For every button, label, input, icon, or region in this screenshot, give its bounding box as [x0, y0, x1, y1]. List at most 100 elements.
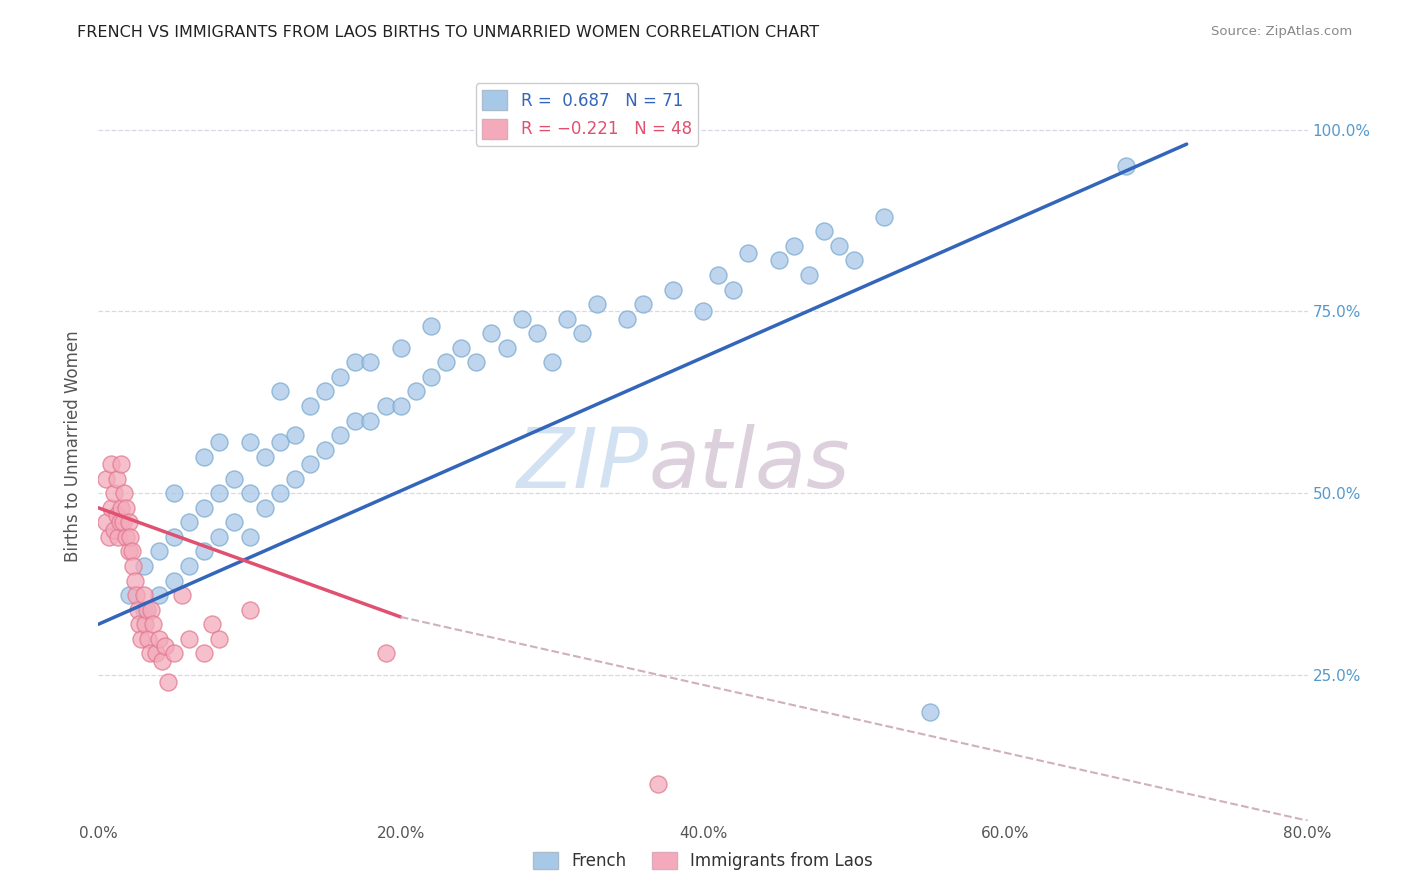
Point: [239, 486, 262, 500]
Point: [179, 559, 201, 574]
Point: [122, 559, 145, 574]
Point: [510, 311, 533, 326]
Point: [134, 617, 156, 632]
Point: [148, 544, 170, 558]
Point: [737, 246, 759, 260]
Point: [156, 675, 179, 690]
Point: [707, 268, 730, 282]
Point: [193, 646, 215, 660]
Point: [118, 516, 141, 530]
Point: [239, 435, 262, 450]
Point: [374, 399, 396, 413]
Point: [540, 355, 562, 369]
Point: [495, 341, 517, 355]
Point: [125, 588, 148, 602]
Point: [631, 297, 654, 311]
Point: [121, 544, 143, 558]
Point: [100, 457, 122, 471]
Legend: R =  0.687   N = 71, R = −0.221   N = 48: R = 0.687 N = 71, R = −0.221 N = 48: [475, 84, 699, 145]
Point: [828, 239, 851, 253]
Point: [571, 326, 593, 341]
Point: [105, 508, 128, 522]
Point: [329, 370, 352, 384]
Point: [344, 355, 367, 369]
Point: [239, 530, 262, 544]
Point: [661, 283, 683, 297]
Point: [94, 516, 117, 530]
Point: [136, 632, 159, 646]
Point: [405, 384, 427, 399]
Point: [94, 472, 117, 486]
Point: [616, 311, 638, 326]
Point: [360, 355, 382, 369]
Point: [284, 428, 307, 442]
Point: [179, 632, 201, 646]
Point: [98, 530, 121, 544]
Point: [344, 413, 367, 427]
Point: [141, 602, 163, 616]
Point: [120, 530, 142, 544]
Point: [118, 544, 141, 558]
Point: [253, 450, 276, 464]
Point: [208, 486, 231, 500]
Point: [132, 602, 155, 616]
Point: [374, 646, 396, 660]
Point: [586, 297, 609, 311]
Point: [389, 399, 412, 413]
Point: [555, 311, 578, 326]
Point: [150, 654, 173, 668]
Point: [389, 341, 412, 355]
Point: [142, 617, 165, 632]
Point: [723, 283, 745, 297]
Point: [844, 253, 866, 268]
Point: [253, 500, 276, 515]
Point: [103, 486, 125, 500]
Point: [107, 530, 129, 544]
Point: [239, 602, 262, 616]
Point: [108, 516, 131, 530]
Point: [179, 516, 201, 530]
Point: [163, 646, 186, 660]
Point: [208, 435, 231, 450]
Point: [110, 457, 132, 471]
Point: [1115, 159, 1137, 173]
Point: [269, 486, 291, 500]
Text: ZIP: ZIP: [516, 425, 648, 505]
Point: [145, 646, 167, 660]
Point: [128, 617, 150, 632]
Point: [299, 457, 322, 471]
Point: [170, 588, 193, 602]
Point: [783, 239, 806, 253]
Text: atlas: atlas: [648, 425, 851, 505]
Point: [110, 500, 132, 515]
Point: [420, 318, 443, 333]
Point: [163, 486, 186, 500]
Point: [450, 341, 472, 355]
Point: [314, 384, 336, 399]
Point: [118, 588, 141, 602]
Point: [193, 450, 215, 464]
Point: [112, 486, 135, 500]
Point: [269, 435, 291, 450]
Point: [124, 574, 146, 588]
Point: [153, 639, 176, 653]
Point: [201, 617, 224, 632]
Point: [797, 268, 820, 282]
Point: [481, 326, 503, 341]
Point: [148, 588, 170, 602]
Point: [135, 602, 157, 616]
Point: [918, 705, 941, 719]
Point: [127, 602, 149, 616]
Point: [114, 500, 136, 515]
Point: [114, 530, 136, 544]
Point: [526, 326, 548, 341]
Point: [299, 399, 322, 413]
Point: [434, 355, 457, 369]
Point: [360, 413, 382, 427]
Point: [111, 516, 134, 530]
Point: [329, 428, 352, 442]
Point: [314, 442, 336, 457]
Point: [420, 370, 443, 384]
Legend: French, Immigrants from Laos: French, Immigrants from Laos: [527, 845, 879, 877]
Point: [813, 224, 835, 238]
